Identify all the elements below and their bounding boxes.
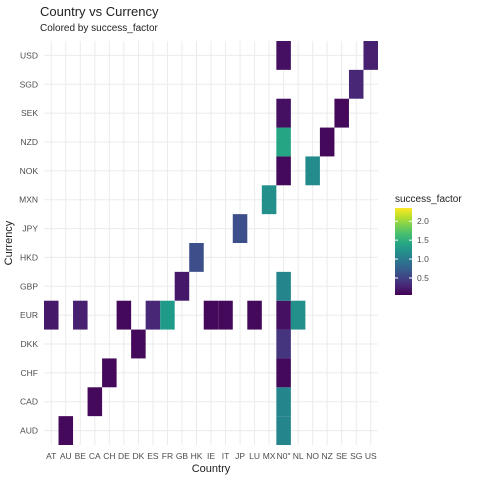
heatmap-cell [160,300,175,330]
x-tick-label: LU [249,451,260,461]
heatmap-cell [290,300,306,330]
heatmap-cell [87,387,103,417]
y-tick-label: EUR [20,310,38,320]
heatmap-cell [319,127,335,157]
heatmap-cell [276,358,291,388]
legend-tick-label: 0.5 [417,273,429,283]
x-tick-label: HK [191,451,203,461]
heatmap-cell [203,300,219,330]
x-tick-label: DE [118,451,130,461]
heatmap-cell [276,156,291,186]
x-tick-label: NO [306,451,319,461]
heatmap-cell [44,300,59,330]
x-tick-label: FR [162,451,173,461]
y-tick-label: USD [20,50,38,60]
heatmap-cell [276,387,291,417]
heatmap-cell [276,98,291,128]
x-tick-label: IE [207,451,215,461]
x-tick-label: N0" [277,451,291,461]
heatmap-cell [102,358,117,388]
x-tick-label: SG [350,451,362,461]
x-tick-label: SE [336,451,348,461]
y-tick-labels: AUD CAD CHF DKK EUR GBP HKD JPY MXN NOK NZD SEK SGD U… [19,50,38,435]
grid-lines [44,41,378,445]
heatmap-cell [73,300,88,330]
x-tick-label: MX [263,451,276,461]
heatmap-cell [218,300,233,330]
y-tick-label: JPY [22,224,38,234]
heatmap-cell [58,416,74,445]
y-tick-label: HKD [20,252,38,262]
y-tick-label: MXN [19,195,38,205]
y-tick-label: NOK [20,166,39,176]
heatmap-cell [145,300,161,330]
x-tick-label: IT [222,451,230,461]
legend-tick-label: 2.0 [417,216,429,226]
y-tick-label: NZD [21,137,38,147]
x-tick-label: AU [60,451,72,461]
legend-tick-label: 1.5 [417,235,429,245]
legend-title: success_factor [395,194,462,205]
x-tick-label: NL [293,451,304,461]
x-tick-label: US [365,451,377,461]
heatmap-cell [174,271,190,301]
x-tick-label: JP [235,451,245,461]
heatmap-cell [348,69,364,99]
x-tick-label: ES [147,451,159,461]
y-tick-label: CAD [20,397,38,407]
y-tick-label: AUD [20,426,38,436]
x-tick-labels: AT AU BE CA CH DE DK ES FR GB HK IE IT JP LU MX N0" NL NO N… [46,451,377,461]
heatmap-cell [334,98,349,128]
heatmap-cell [232,214,248,243]
y-tick-label: CHF [21,368,38,378]
legend: success_factor 0.5 1.0 1.5 2.0 [395,194,462,295]
x-tick-label: GB [176,451,189,461]
x-axis-label: Country [192,463,231,475]
x-tick-label: DK [132,451,144,461]
legend-tick-label: 1.0 [417,254,429,264]
x-tick-label: NZ [322,451,333,461]
heatmap-cell [189,243,204,272]
x-tick-label: AT [46,451,56,461]
heatmap-cell [247,300,262,330]
heatmap-cells [44,41,378,445]
heatmap-cell [363,41,378,70]
heatmap-cell [116,300,132,330]
x-tick-label: CA [89,451,101,461]
y-axis-label: Currency [3,220,15,265]
heatmap-cell [276,300,291,330]
x-tick-label: CH [103,451,115,461]
y-tick-label: DKK [21,339,39,349]
heatmap-cell [276,127,291,157]
y-tick-label: SEK [21,108,38,118]
heatmap-cell [261,185,277,215]
legend-colorbar [395,208,412,295]
heatmap-cell [276,271,291,301]
heatmap-cell [276,329,291,359]
heatmap-cell [276,416,291,445]
heatmap-cell [276,41,291,70]
heatmap-cell [131,329,146,359]
y-tick-label: GBP [20,281,38,291]
chart-subtitle: Colored by success_factor [40,23,159,34]
chart-title: Country vs Currency [40,4,159,19]
y-tick-label: SGD [20,79,38,89]
x-tick-label: BE [75,451,87,461]
heatmap-cell [305,156,320,186]
